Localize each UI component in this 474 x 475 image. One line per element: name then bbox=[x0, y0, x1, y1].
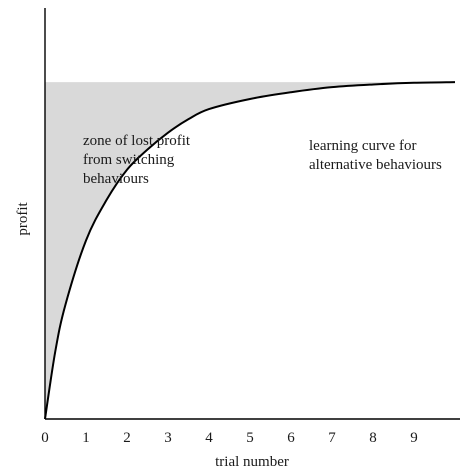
x-tick-label: 1 bbox=[82, 430, 90, 446]
x-tick-label: 4 bbox=[205, 430, 213, 446]
y-axis-label: profit bbox=[15, 202, 31, 236]
annotation-line: zone of lost profit bbox=[83, 133, 191, 149]
x-tick-label: 5 bbox=[246, 430, 254, 446]
learning-curve-annotation: learning curve for alternative behaviours bbox=[309, 138, 442, 173]
x-axis-label: trial number bbox=[215, 454, 289, 470]
annotation-line: learning curve for bbox=[309, 138, 416, 154]
x-tick-label: 3 bbox=[164, 430, 172, 446]
x-tick-label: 8 bbox=[369, 430, 377, 446]
lost-profit-annotation: zone of lost profit from switching behavio… bbox=[83, 133, 191, 187]
lost-profit-shaded-region bbox=[45, 82, 455, 420]
x-tick-label: 0 bbox=[41, 430, 49, 446]
x-tick-labels: 0 1 2 3 4 5 6 7 8 9 bbox=[41, 430, 418, 446]
x-tick-label: 6 bbox=[287, 430, 295, 446]
x-tick-label: 2 bbox=[123, 430, 131, 446]
x-tick-label: 9 bbox=[410, 430, 418, 446]
annotation-line: behaviours bbox=[83, 171, 149, 187]
x-tick-label: 7 bbox=[328, 430, 336, 446]
learning-curve-line bbox=[44, 81, 456, 420]
annotation-line: alternative behaviours bbox=[309, 157, 442, 173]
annotation-line: from switching bbox=[83, 152, 175, 168]
